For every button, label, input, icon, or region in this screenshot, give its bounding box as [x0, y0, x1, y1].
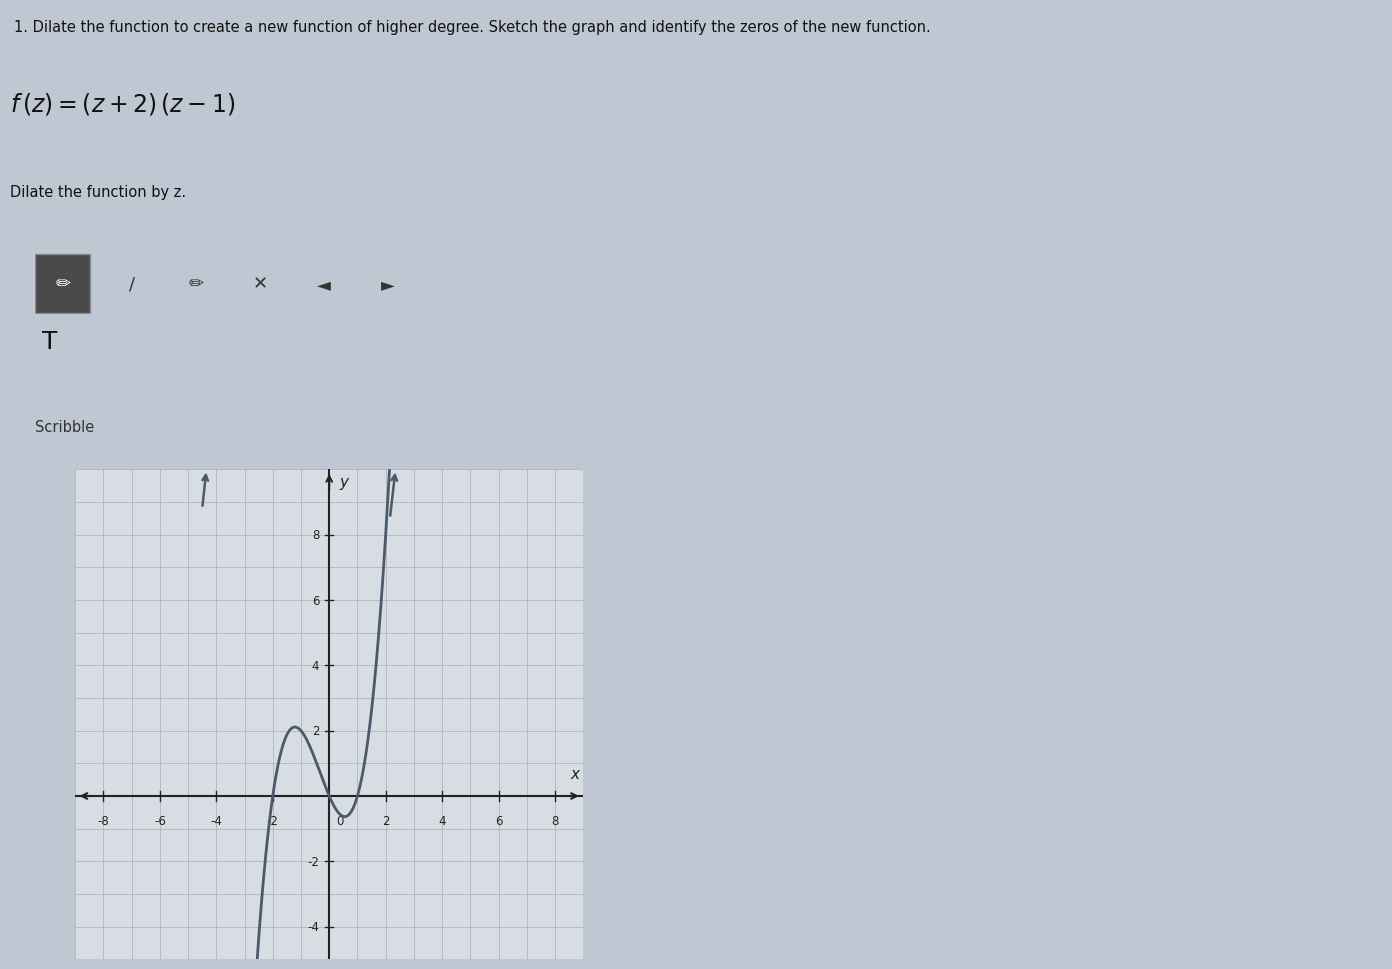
Text: ►: ►: [381, 275, 395, 294]
Text: 4: 4: [312, 659, 319, 672]
Text: -8: -8: [97, 814, 109, 828]
Text: 8: 8: [551, 814, 558, 828]
Text: 2: 2: [312, 725, 319, 737]
Text: 0: 0: [337, 814, 344, 828]
FancyBboxPatch shape: [35, 255, 90, 314]
Text: -2: -2: [308, 855, 319, 868]
Text: ◄: ◄: [317, 275, 331, 294]
Text: 2: 2: [381, 814, 390, 828]
Text: 6: 6: [494, 814, 503, 828]
Text: 4: 4: [438, 814, 445, 828]
Text: 1. Dilate the function to create a new function of higher degree. Sketch the gra: 1. Dilate the function to create a new f…: [14, 20, 931, 35]
Text: $f\,(z) = (z + 2)\,(z - 1)$: $f\,(z) = (z + 2)\,(z - 1)$: [11, 91, 235, 116]
Text: -4: -4: [210, 814, 223, 828]
Text: Scribble: Scribble: [35, 421, 95, 435]
Text: -6: -6: [155, 814, 166, 828]
Text: ✏: ✏: [56, 275, 70, 294]
Text: T: T: [42, 329, 57, 354]
Text: 8: 8: [312, 529, 319, 542]
Text: -4: -4: [308, 921, 319, 933]
Text: -2: -2: [267, 814, 278, 828]
Text: /: /: [129, 275, 135, 294]
Text: ✕: ✕: [253, 275, 267, 294]
Text: x: x: [569, 766, 579, 782]
Text: Dilate the function by z.: Dilate the function by z.: [11, 185, 187, 200]
Text: 6: 6: [312, 594, 319, 607]
Text: ✏: ✏: [189, 275, 203, 294]
Text: y: y: [340, 475, 348, 490]
